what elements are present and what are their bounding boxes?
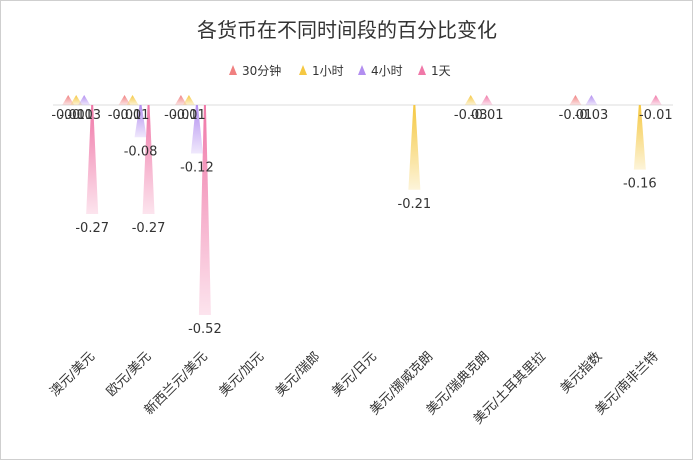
value-label-2-2: -0.12 [180, 160, 214, 175]
legend-label-3[interactable]: 1天 [431, 64, 451, 78]
legend-icon-1[interactable] [299, 65, 307, 75]
value-label-1-3: -0.27 [132, 221, 166, 236]
value-label-0-2: -0.03 [67, 108, 101, 123]
value-label-0-1: -0.01 [59, 108, 93, 123]
bar-2-3[interactable] [198, 105, 211, 315]
category-label-0: 澳元/美元 [47, 349, 98, 400]
bar-10-3[interactable] [649, 95, 662, 105]
legend-icon-2[interactable] [358, 65, 366, 75]
bar-0-1[interactable] [70, 95, 83, 105]
bar-2-2[interactable] [190, 105, 203, 154]
bar-0-2[interactable] [78, 95, 91, 105]
value-label-2-3: -0.52 [188, 322, 222, 337]
legend-label-0[interactable]: 30分钟 [242, 63, 281, 78]
value-label-10-3: -0.01 [639, 108, 673, 123]
legend-label-1[interactable]: 1小时 [312, 64, 344, 78]
bar-9-0[interactable] [569, 95, 582, 105]
value-label-10-1: -0.16 [623, 177, 657, 192]
legend-icon-3[interactable] [418, 65, 426, 75]
value-label-9-0: -0.01 [559, 108, 593, 123]
bar-1-3[interactable] [142, 105, 155, 215]
category-label-5: 美元/日元 [329, 349, 379, 399]
value-label-9-2: -0.03 [575, 108, 609, 123]
legend-icon-0[interactable] [229, 65, 237, 75]
bar-1-2[interactable] [134, 105, 147, 138]
bar-2-1[interactable] [182, 95, 195, 105]
category-label-9: 美元指数 [558, 349, 605, 396]
bar-0-3[interactable] [86, 105, 99, 215]
bar-1-0[interactable] [118, 95, 131, 105]
value-label-0-0: -0.01 [51, 108, 85, 123]
bar-1-1[interactable] [126, 95, 139, 105]
value-label-1-0: -0.01 [108, 108, 142, 123]
value-label-7-3: -0.01 [470, 108, 504, 123]
value-label-2-1: -0.01 [172, 108, 206, 123]
legend-label-2[interactable]: 4小时 [371, 64, 403, 78]
chart-marks [62, 95, 662, 315]
bar-2-0[interactable] [174, 95, 187, 105]
bar-6-1[interactable] [408, 105, 421, 190]
bar-9-2[interactable] [585, 95, 598, 105]
bar-7-3[interactable] [480, 95, 493, 105]
bar-0-0[interactable] [62, 95, 75, 105]
category-label-4: 美元/瑞郎 [273, 349, 323, 399]
value-label-0-3: -0.27 [75, 221, 109, 236]
value-label-1-1: -0.01 [116, 108, 150, 123]
bar-10-1[interactable] [633, 105, 646, 170]
legend: 30分钟 1小时 4小时 1天 [229, 63, 451, 78]
chart-title: 各货币在不同时间段的百分比变化 [197, 18, 497, 42]
value-label-7-1: -0.03 [454, 108, 488, 123]
value-label-1-2: -0.08 [124, 144, 158, 159]
bar-7-1[interactable] [464, 95, 477, 105]
category-label-3: 美元/加元 [217, 349, 267, 399]
category-label-1: 欧元/美元 [104, 349, 154, 399]
value-labels: -0.01-0.01-0.03-0.27-0.01-0.01-0.08-0.27… [51, 108, 672, 337]
value-label-2-0: -0.01 [164, 108, 198, 123]
value-label-6-1: -0.21 [398, 197, 432, 212]
